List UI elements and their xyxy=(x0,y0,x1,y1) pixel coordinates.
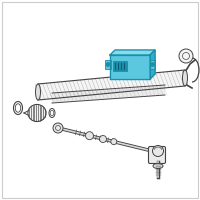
Bar xyxy=(150,60,155,69)
Ellipse shape xyxy=(28,104,46,122)
FancyBboxPatch shape xyxy=(148,146,166,164)
Polygon shape xyxy=(52,85,165,103)
Polygon shape xyxy=(150,50,155,79)
Circle shape xyxy=(86,132,94,140)
Polygon shape xyxy=(110,55,150,79)
Circle shape xyxy=(106,62,110,66)
Bar xyxy=(105,60,111,69)
Circle shape xyxy=(53,123,63,133)
Ellipse shape xyxy=(153,164,163,168)
Polygon shape xyxy=(38,70,185,100)
Circle shape xyxy=(151,62,154,66)
Circle shape xyxy=(111,139,117,145)
Bar xyxy=(113,61,127,71)
Ellipse shape xyxy=(36,84,40,100)
Circle shape xyxy=(100,136,106,142)
Ellipse shape xyxy=(182,70,188,86)
Circle shape xyxy=(179,49,193,63)
Polygon shape xyxy=(110,50,155,55)
Circle shape xyxy=(153,146,164,156)
